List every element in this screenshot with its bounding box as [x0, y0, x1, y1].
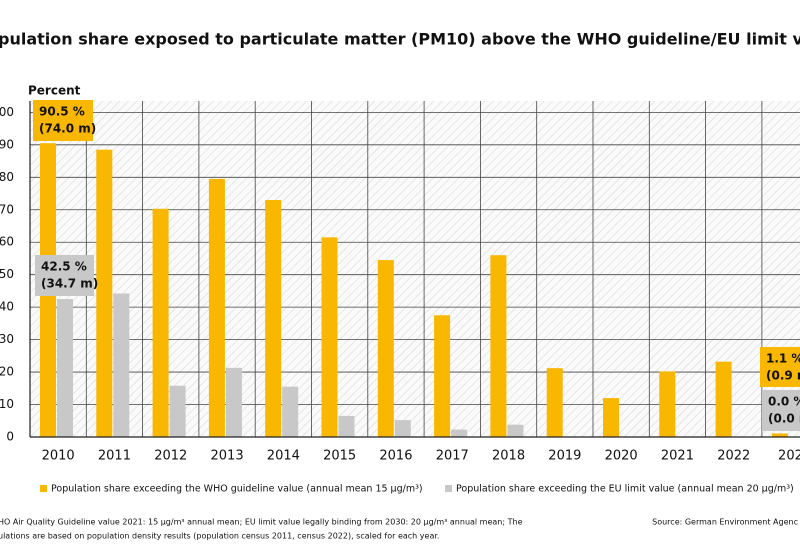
bar — [603, 398, 619, 437]
x-tick-label: 2022 — [717, 449, 750, 464]
bar — [225, 367, 242, 437]
bar — [507, 424, 524, 437]
footnote: ulations are based on population density… — [0, 532, 439, 541]
y-tick-label: 60 — [0, 235, 14, 249]
bar — [546, 368, 563, 437]
x-tick-label: 2011 — [98, 449, 131, 464]
y-axis-label: Percent — [28, 84, 81, 98]
y-tick-label: 20 — [0, 365, 14, 379]
bar — [265, 200, 282, 437]
annotation-box — [762, 390, 800, 431]
bar — [96, 149, 113, 437]
bar — [321, 237, 338, 437]
bar — [377, 260, 394, 437]
bar — [490, 255, 507, 437]
x-tick-label: 2014 — [267, 449, 300, 464]
y-tick-label: 30 — [0, 332, 14, 346]
legend-swatch — [445, 485, 452, 492]
chart-title: pulation share exposed to particulate ma… — [0, 30, 800, 49]
x-tick-label: 2010 — [42, 449, 75, 464]
x-tick-label: 2018 — [492, 449, 525, 464]
annotation-text: 42.5 % — [41, 260, 87, 274]
x-tick-label: 2012 — [154, 449, 187, 464]
plot-background — [30, 101, 800, 437]
annotation-text: 0.0 % — [768, 395, 800, 409]
footnote: HO Air Quality Guideline value 2021: 15 … — [0, 518, 523, 527]
y-tick-label: 80 — [0, 170, 14, 184]
annotation-text: (0.0 m — [768, 412, 800, 426]
bar — [113, 293, 130, 437]
legend-swatch — [40, 485, 47, 492]
bar — [282, 386, 299, 437]
bar — [715, 361, 732, 437]
x-tick-label: 2015 — [323, 449, 356, 464]
y-tick-label: 10 — [0, 397, 14, 411]
bar — [208, 178, 225, 438]
x-tick-label: 2019 — [548, 449, 581, 464]
y-tick-label: 50 — [0, 267, 14, 281]
source: Source: German Environment Agenc — [652, 518, 798, 527]
x-tick-label: 202 — [778, 449, 800, 464]
bar — [152, 208, 169, 437]
annotation-text: (0.9 m — [766, 369, 800, 383]
annotation-box — [760, 347, 800, 387]
y-tick-label: 0 — [6, 430, 14, 444]
annotation-text: 90.5 % — [39, 105, 85, 119]
bar — [338, 415, 355, 437]
annotation-box — [35, 255, 94, 296]
bar — [57, 299, 73, 437]
x-tick-label: 2021 — [661, 449, 694, 464]
x-tick-label: 2016 — [379, 449, 412, 464]
y-tick-label: 40 — [0, 300, 14, 314]
x-tick-label: 2017 — [436, 449, 469, 464]
annotation-text: (34.7 m) — [41, 277, 98, 291]
plot: 0 10 20 30 40 50 60 70 80 90 00 2010 2011 2012 2013 201… — [0, 100, 800, 495]
y-tick-label: 70 — [0, 202, 14, 216]
legend-label: Population share exceeding the EU limit … — [456, 484, 794, 495]
bar — [434, 315, 451, 437]
annotation-text: 1.1 % — [766, 352, 800, 366]
y-tick-label: 90 — [0, 137, 14, 151]
x-tick-label: 2013 — [211, 449, 244, 464]
bar — [451, 429, 468, 437]
annotation-box — [33, 100, 93, 141]
legend-label: Population share exceeding the WHO guide… — [51, 484, 423, 495]
bar — [169, 385, 186, 437]
y-tick-label: 00 — [0, 105, 14, 119]
annotation-text: (74.0 m) — [39, 122, 96, 136]
bar — [771, 433, 788, 437]
x-tick-label: 2020 — [605, 449, 638, 464]
bar — [394, 420, 411, 437]
bar — [659, 371, 676, 437]
